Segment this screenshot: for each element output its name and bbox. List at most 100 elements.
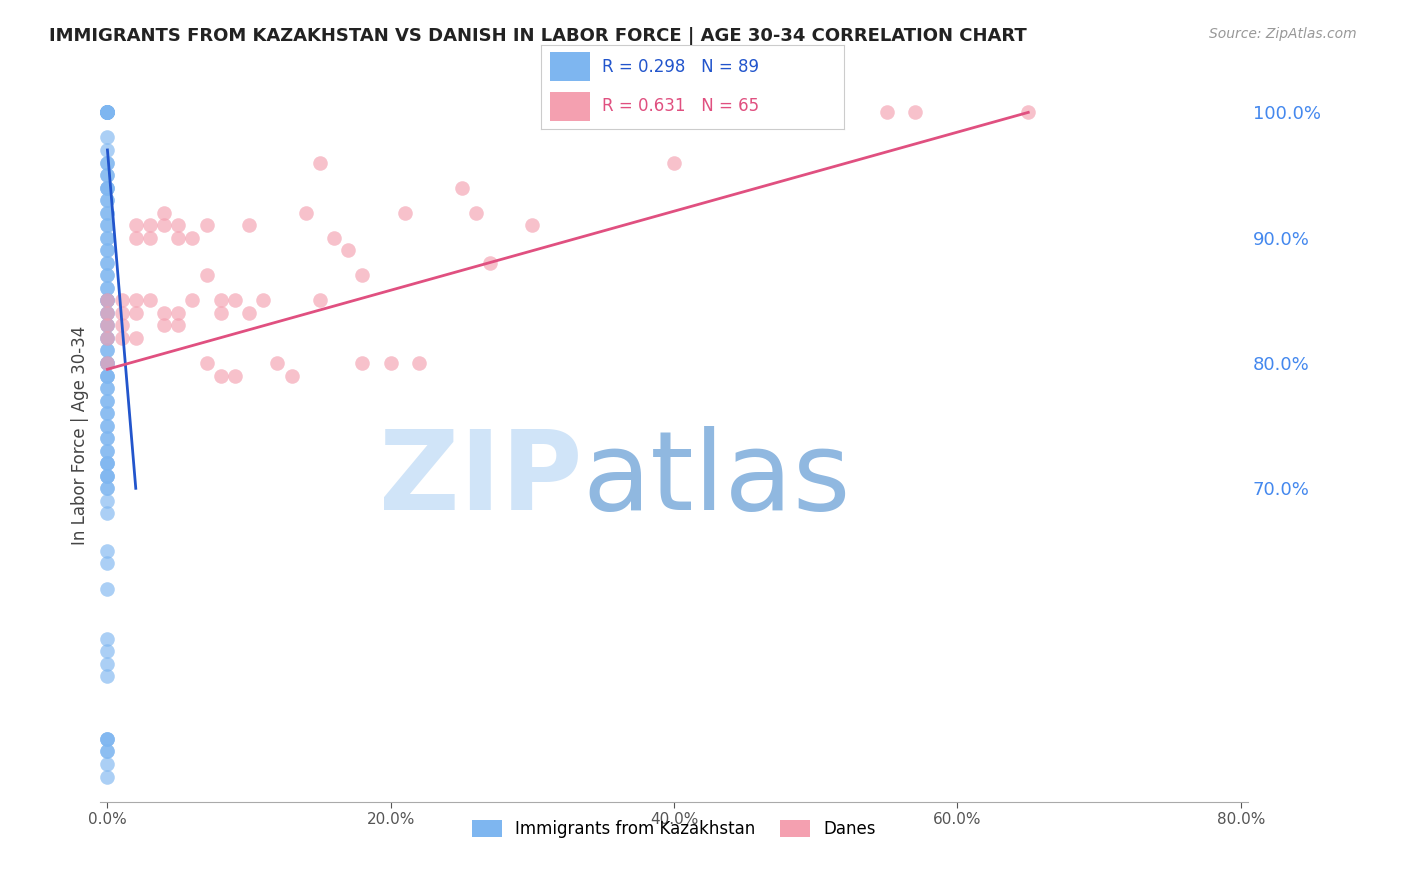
Point [96, 343, 118, 358]
Point [96, 306, 118, 320]
Point [167, 318, 190, 333]
Point [96, 331, 118, 345]
Point [96, 493, 118, 508]
Point [96, 393, 118, 408]
Point [96, 318, 118, 333]
Point [252, 293, 274, 308]
Point [734, 105, 756, 120]
Point [337, 244, 360, 258]
Point [195, 218, 218, 232]
Point [209, 306, 232, 320]
Point [96, 268, 118, 283]
Point [96, 318, 118, 333]
Point [96, 731, 118, 746]
Point [125, 230, 148, 244]
Point [96, 731, 118, 746]
Point [96, 456, 118, 470]
Point [96, 393, 118, 408]
Point [96, 406, 118, 420]
Point [96, 105, 118, 120]
Point [110, 293, 132, 308]
Point [478, 256, 501, 270]
Point [96, 669, 118, 683]
Point [96, 218, 118, 232]
Point [96, 481, 118, 495]
Point [110, 306, 132, 320]
Point [96, 293, 118, 308]
Point [167, 218, 190, 232]
Point [96, 193, 118, 207]
Point [96, 507, 118, 521]
Point [1017, 105, 1039, 120]
Point [96, 105, 118, 120]
Point [96, 582, 118, 596]
Point [195, 268, 218, 283]
Point [96, 368, 118, 383]
Point [904, 105, 927, 120]
Point [96, 456, 118, 470]
Point [96, 293, 118, 308]
Point [125, 293, 148, 308]
Point [96, 244, 118, 258]
Point [96, 557, 118, 571]
Point [224, 368, 246, 383]
Point [96, 343, 118, 358]
Text: atlas: atlas [582, 425, 851, 533]
Point [266, 356, 288, 370]
Point [450, 180, 472, 194]
Point [294, 205, 316, 219]
Point [96, 632, 118, 646]
Point [125, 306, 148, 320]
Point [181, 230, 204, 244]
Point [96, 331, 118, 345]
Point [238, 218, 260, 232]
Point [181, 293, 204, 308]
Text: R = 0.298   N = 89: R = 0.298 N = 89 [602, 58, 759, 76]
Point [96, 381, 118, 395]
Point [96, 105, 118, 120]
Point [96, 155, 118, 169]
Point [323, 230, 346, 244]
Point [96, 331, 118, 345]
Point [96, 443, 118, 458]
Point [96, 230, 118, 244]
Point [96, 230, 118, 244]
Text: R = 0.631   N = 65: R = 0.631 N = 65 [602, 97, 759, 115]
Point [408, 356, 430, 370]
Point [153, 218, 176, 232]
Point [224, 293, 246, 308]
Point [96, 356, 118, 370]
Point [96, 431, 118, 445]
Point [309, 293, 332, 308]
Point [153, 306, 176, 320]
Point [96, 105, 118, 120]
Point [96, 381, 118, 395]
Point [309, 155, 332, 169]
Point [352, 268, 374, 283]
Text: Source: ZipAtlas.com: Source: ZipAtlas.com [1209, 27, 1357, 41]
Point [876, 105, 898, 120]
Point [125, 331, 148, 345]
Point [394, 205, 416, 219]
Point [96, 281, 118, 295]
Point [464, 205, 486, 219]
Point [96, 456, 118, 470]
Point [96, 244, 118, 258]
Point [139, 218, 162, 232]
Point [96, 544, 118, 558]
Point [195, 356, 218, 370]
Point [522, 218, 544, 232]
Point [125, 218, 148, 232]
Point [96, 105, 118, 120]
Point [96, 205, 118, 219]
Point [380, 356, 402, 370]
Point [96, 168, 118, 182]
Point [167, 306, 190, 320]
Point [96, 256, 118, 270]
Point [96, 756, 118, 771]
Point [634, 105, 657, 120]
Point [96, 657, 118, 671]
Point [110, 331, 132, 345]
Point [96, 180, 118, 194]
Point [96, 293, 118, 308]
